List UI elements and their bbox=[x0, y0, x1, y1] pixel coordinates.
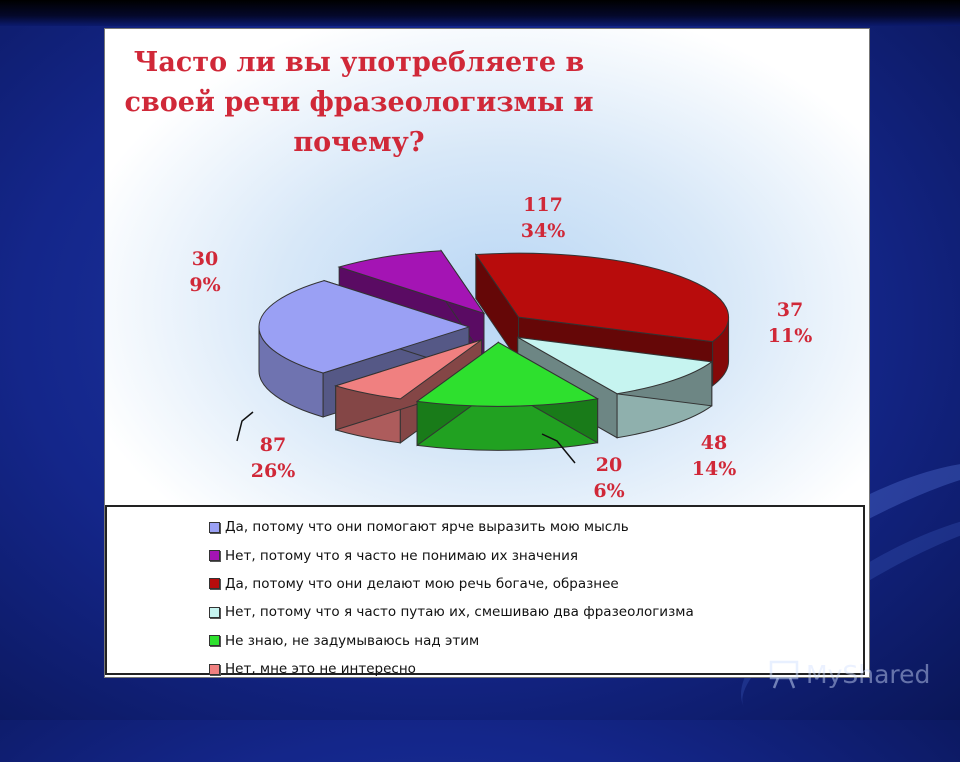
data-label-value-5: 20 bbox=[596, 454, 622, 476]
slice-top-5 bbox=[334, 339, 482, 400]
legend-swatch-2 bbox=[209, 578, 220, 590]
legend-label-5: Нет, мне это не интересно bbox=[225, 661, 416, 678]
legend-item-5: Нет, мне это не интересно bbox=[209, 655, 694, 683]
pie-slice-5 bbox=[334, 338, 483, 444]
leader-line-20 bbox=[541, 433, 576, 464]
chart-plot-area: Часто ли вы употребляете в своей речи фр… bbox=[105, 29, 869, 505]
data-label-percent-2: 34% bbox=[521, 220, 566, 242]
data-label-value-2: 117 bbox=[523, 194, 563, 216]
pie-slice-4 bbox=[415, 341, 600, 451]
legend-list: Да, потому что они помогают ярче выразит… bbox=[209, 513, 694, 683]
top-band bbox=[0, 0, 960, 26]
slice-top-1 bbox=[337, 250, 486, 315]
pie-slices bbox=[258, 249, 730, 451]
data-label-value-4: 48 bbox=[701, 432, 727, 454]
legend-item-4: Не знаю, не задумываюсь над этим bbox=[209, 627, 694, 655]
data-label-value-3: 37 bbox=[777, 299, 803, 321]
legend-swatch-4 bbox=[209, 635, 220, 647]
legend-item-3: Нет, потому что я часто путаю их, смешив… bbox=[209, 598, 694, 626]
slice-top-2 bbox=[474, 252, 730, 343]
title-line-3: почему? bbox=[293, 127, 424, 158]
legend-label-3: Нет, потому что я часто путаю их, смешив… bbox=[225, 604, 694, 621]
slice-top-4 bbox=[415, 341, 600, 407]
data-label-percent-3: 11% bbox=[768, 325, 813, 347]
myshared-logo: MyShared bbox=[768, 654, 948, 694]
legend-item-2: Да, потому что они делают мою речь богач… bbox=[209, 570, 694, 598]
presentation-board-icon bbox=[769, 660, 799, 689]
legend-label-2: Да, потому что они делают мою речь богач… bbox=[225, 575, 619, 592]
data-label-percent-4: 14% bbox=[692, 458, 737, 480]
leader-line-87 bbox=[236, 411, 254, 442]
legend-swatch-3 bbox=[209, 606, 220, 618]
pie-chart: Часто ли вы употребляете в своей речи фр… bbox=[125, 47, 813, 502]
slice-top-0 bbox=[258, 280, 471, 374]
chart-card: Часто ли вы употребляете в своей речи фр… bbox=[104, 28, 870, 678]
logo-text: MyShared bbox=[806, 659, 931, 689]
legend-swatch-5 bbox=[209, 663, 220, 675]
data-labels: 87 26% 30 9% 117 34% 37 11% 48 14% 20 6% bbox=[189, 194, 812, 502]
legend-item-1: Нет, потому что я часто не понимаю их зн… bbox=[209, 541, 694, 569]
data-label-percent-1: 9% bbox=[189, 274, 220, 296]
title-line-2: своей речи фразеологизмы и bbox=[125, 87, 594, 118]
legend-label-4: Не знаю, не задумываюсь над этим bbox=[225, 632, 480, 649]
slice-top-3 bbox=[517, 336, 714, 395]
legend-swatch-0 bbox=[209, 521, 220, 533]
legend-swatch-1 bbox=[209, 550, 220, 562]
data-label-percent-5: 6% bbox=[593, 480, 624, 502]
leader-lines bbox=[236, 411, 576, 464]
legend-item-0: Да, потому что они помогают ярче выразит… bbox=[209, 513, 694, 541]
data-label-value-1: 30 bbox=[192, 248, 218, 270]
legend-label-0: Да, потому что они помогают ярче выразит… bbox=[225, 519, 629, 536]
chart-title: Часто ли вы употребляете в своей речи фр… bbox=[125, 47, 594, 158]
data-label-value-0: 87 bbox=[260, 434, 286, 456]
legend: Да, потому что они помогают ярче выразит… bbox=[105, 505, 865, 677]
data-label-percent-0: 26% bbox=[251, 460, 296, 482]
title-line-1: Часто ли вы употребляете в bbox=[134, 47, 585, 78]
legend-label-1: Нет, потому что я часто не понимаю их зн… bbox=[225, 547, 579, 564]
